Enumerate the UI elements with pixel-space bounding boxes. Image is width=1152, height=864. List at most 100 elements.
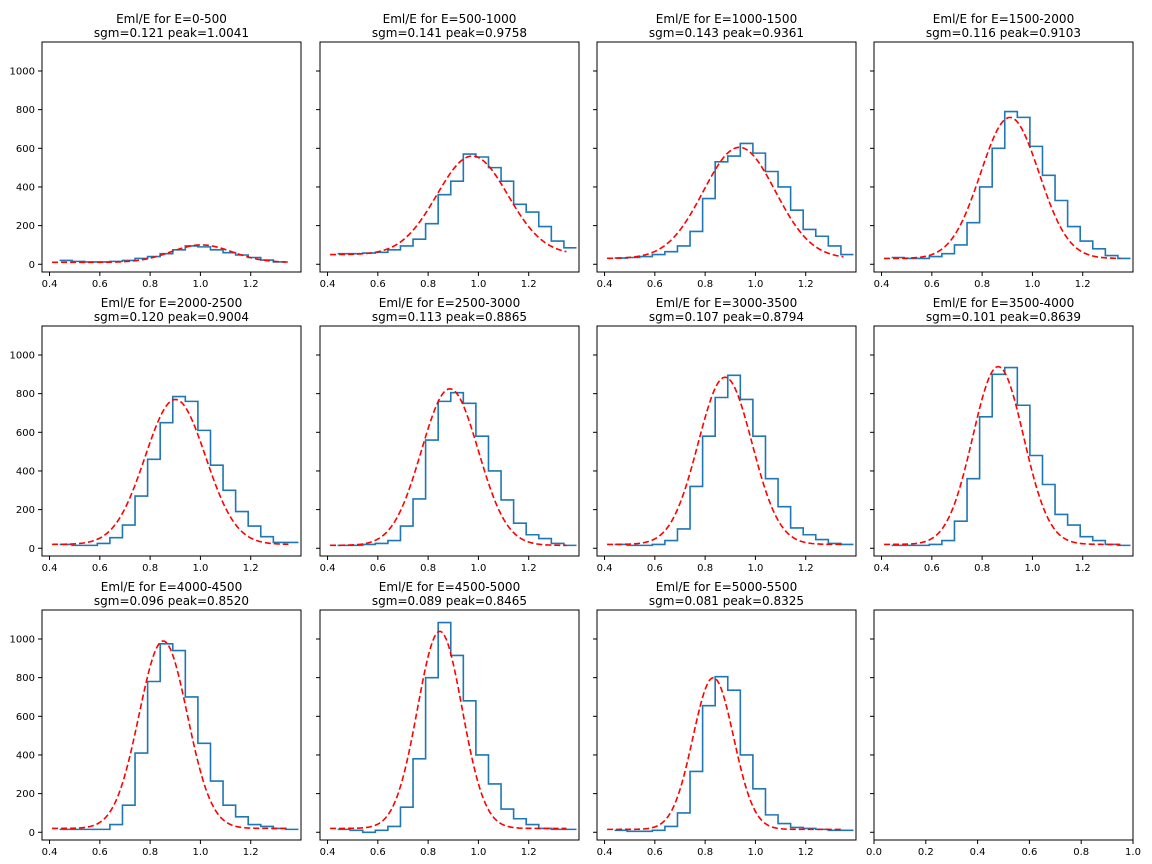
y-tick-label: 600 [16,428,35,439]
gaussian-fit-line [330,155,567,256]
y-tick-label: 400 [16,182,35,193]
x-tick-label: 0.8 [697,563,713,574]
x-tick-label: 0.8 [420,847,436,858]
gaussian-fit-line [884,365,1121,546]
gaussian-fit-line [607,376,844,546]
histogram-steps [337,621,577,834]
x-tick-label: 1.0 [470,563,486,574]
x-tick-label: 0.6 [924,563,940,574]
x-tick-label: 1.0 [747,563,763,574]
x-tick-label: 1.2 [1075,563,1091,574]
histogram-steps [337,153,577,255]
subplot-title-line2: sgm=0.089 peak=0.8465 [372,594,527,608]
axes-frame [41,609,302,841]
histogram-steps [891,110,1131,260]
axes-frame [319,325,580,557]
x-tick-label: 0.8 [142,279,158,290]
x-tick-label: 0.6 [92,279,108,290]
y-tick-label: 1000 [10,66,35,77]
x-tick-label: 0.6 [370,563,386,574]
subplot-title-line2: sgm=0.143 peak=0.9361 [649,26,804,40]
subplot-title-line2: sgm=0.120 peak=0.9004 [94,310,249,324]
x-tick-label: 0.4 [320,563,336,574]
x-tick-label: 0.2 [918,847,934,858]
x-tick-label: 0.8 [1073,847,1089,858]
x-tick-label: 1.0 [192,563,208,574]
subplot-title-line2: sgm=0.096 peak=0.8520 [94,594,249,608]
histogram-steps [614,142,854,259]
histogram-steps [59,245,286,263]
x-tick-label: 0.4 [42,279,58,290]
axes-frame [873,325,1134,557]
x-tick-label: 0.4 [874,279,890,290]
subplot-title-line2: sgm=0.116 peak=0.9103 [926,26,1081,40]
x-tick-label: 0.8 [142,847,158,858]
axes-frame [319,609,580,841]
gaussian-fit-line [52,244,289,264]
histogram-steps [59,395,299,547]
x-tick-label: 1.0 [1024,279,1040,290]
y-tick-label: 400 [16,466,35,477]
y-tick-label: 600 [16,712,35,723]
x-tick-label: 0.4 [320,847,336,858]
y-tick-label: 800 [16,673,35,684]
y-tick-label: 600 [16,144,35,155]
subplot-title-line1: Eml/E for E=500-1000 [383,12,517,26]
x-tick-label: 1.2 [798,279,814,290]
subplot-title-line1: Eml/E for E=4500-5000 [379,580,520,594]
x-tick-label: 1.2 [798,847,814,858]
x-tick-label: 1.0 [1024,563,1040,574]
subplot-title-line1: Eml/E for E=2500-3000 [379,296,520,310]
x-tick-label: 1.2 [798,563,814,574]
subplot-title-line2: sgm=0.121 peak=1.0041 [94,26,249,40]
subplot-title-line1: Eml/E for E=4000-4500 [101,580,242,594]
x-tick-label: 1.0 [470,847,486,858]
y-tick-label: 0 [29,544,35,555]
x-tick-label: 0.6 [92,563,108,574]
axes-frame [41,325,302,557]
axes-frame [873,609,1134,841]
x-tick-label: 0.8 [697,279,713,290]
x-tick-label: 0.4 [597,279,613,290]
x-tick-label: 0.6 [1021,847,1037,858]
subplot-title-line1: Eml/E for E=3500-4000 [933,296,1074,310]
x-tick-label: 0.8 [974,563,990,574]
y-tick-label: 1000 [10,634,35,645]
x-tick-label: 0.4 [874,563,890,574]
x-tick-label: 0.8 [974,279,990,290]
x-tick-label: 1.2 [243,847,259,858]
x-tick-label: 0.4 [597,563,613,574]
axes-frame [596,41,857,273]
x-tick-label: 1.2 [521,847,537,858]
subplot-title-line1: Eml/E for E=3000-3500 [656,296,797,310]
x-tick-label: 0.0 [866,847,882,858]
x-tick-label: 0.6 [370,279,386,290]
subplot-12: 0.0 0.2 0.4 0.6 0.8 1.0 [866,609,1141,858]
subplot-title-line1: Eml/E for E=2000-2500 [101,296,242,310]
x-tick-label: 0.4 [970,847,986,858]
histogram-steps [891,366,1131,547]
x-tick-label: 1.0 [192,279,208,290]
histogram-steps [337,391,577,547]
y-tick-label: 0 [29,828,35,839]
x-tick-label: 0.6 [647,279,663,290]
gaussian-fit-line [884,116,1121,260]
x-tick-label: 0.6 [647,847,663,858]
x-tick-label: 1.0 [747,279,763,290]
x-tick-label: 0.6 [924,279,940,290]
y-tick-label: 400 [16,750,35,761]
y-tick-label: 200 [16,221,35,232]
x-tick-label: 0.4 [42,847,58,858]
gaussian-fit-line [607,676,844,831]
subplot-title-line2: sgm=0.081 peak=0.8325 [649,594,804,608]
histogram-steps [614,675,854,833]
x-tick-label: 0.8 [420,563,436,574]
